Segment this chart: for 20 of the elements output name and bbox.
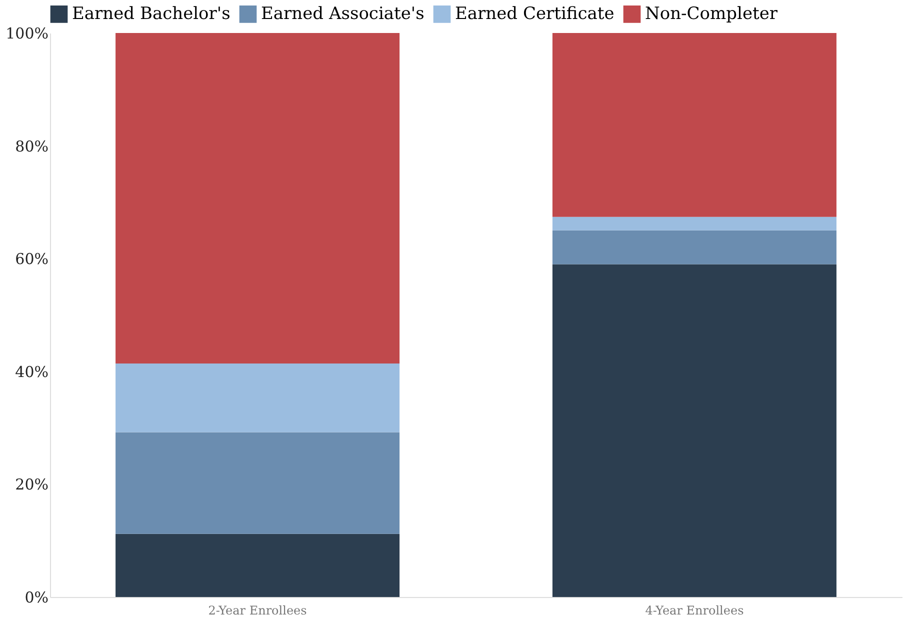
y-tick-label: 100% [6, 24, 48, 42]
bar [116, 33, 400, 364]
y-tick-label: 0% [24, 588, 48, 606]
y-tick-label: 20% [15, 476, 48, 494]
bar [116, 364, 400, 432]
y-tick-label: 60% [15, 250, 48, 268]
legend-label: Non-Completer [645, 4, 778, 24]
bar [552, 33, 836, 217]
x-tick-label: 2-Year Enrollees [208, 604, 307, 618]
legend-label: Earned Bachelor's [72, 4, 230, 24]
bar [116, 534, 400, 597]
y-tick-label: 40% [15, 362, 48, 381]
legend-label: Earned Certificate [455, 4, 614, 24]
bar [552, 216, 836, 230]
bar [116, 432, 400, 534]
bar [552, 264, 836, 597]
legend-label: Earned Associate's [261, 4, 424, 24]
bar [552, 230, 836, 264]
x-tick-label: 4-Year Enrollees [645, 604, 744, 618]
y-tick-label: 80% [15, 137, 48, 156]
